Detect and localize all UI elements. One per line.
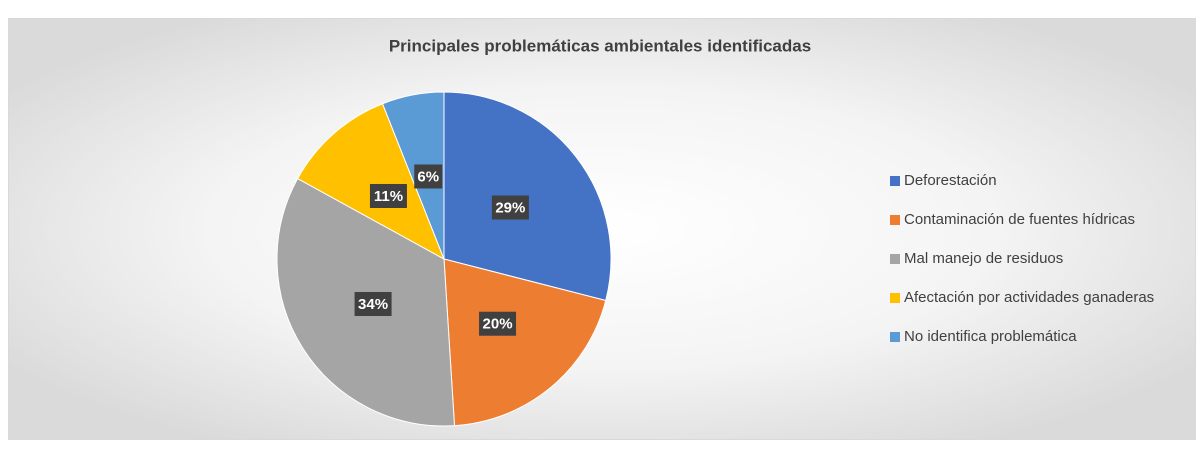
legend-swatch [890, 293, 900, 303]
pie [276, 91, 612, 427]
legend-swatch [890, 332, 900, 342]
data-label-box [354, 292, 392, 317]
legend-label: No identifica problemática [904, 328, 1077, 345]
data-labels: 29% 20% 34% 11% 6% [354, 164, 529, 336]
data-label-box [414, 164, 443, 189]
legend-label: Contaminación de fuentes hídricas [904, 211, 1135, 228]
pie-slice [381, 91, 445, 260]
data-label: 29% [495, 199, 525, 216]
data-label: 6% [417, 168, 439, 185]
data-label-box [369, 183, 407, 208]
data-label: 11% [374, 188, 403, 205]
data-label-box [479, 311, 517, 336]
legend-swatch [890, 215, 900, 225]
legend-label: Mal manejo de residuos [904, 250, 1063, 267]
legend-label: Afectación por actividades ganaderas [904, 289, 1154, 306]
legend: Deforestación Contaminación de fuentes hí… [890, 172, 1154, 345]
pie-slice [296, 103, 445, 261]
legend-swatch [890, 254, 900, 264]
data-label: 20% [483, 316, 513, 333]
data-label: 34% [358, 296, 388, 313]
data-label-box [491, 195, 529, 220]
chart-title: Principales problemáticas ambientales id… [389, 36, 811, 55]
pie-slice [443, 258, 607, 427]
legend-swatch [890, 176, 900, 186]
legend-label: Deforestación [904, 172, 997, 189]
